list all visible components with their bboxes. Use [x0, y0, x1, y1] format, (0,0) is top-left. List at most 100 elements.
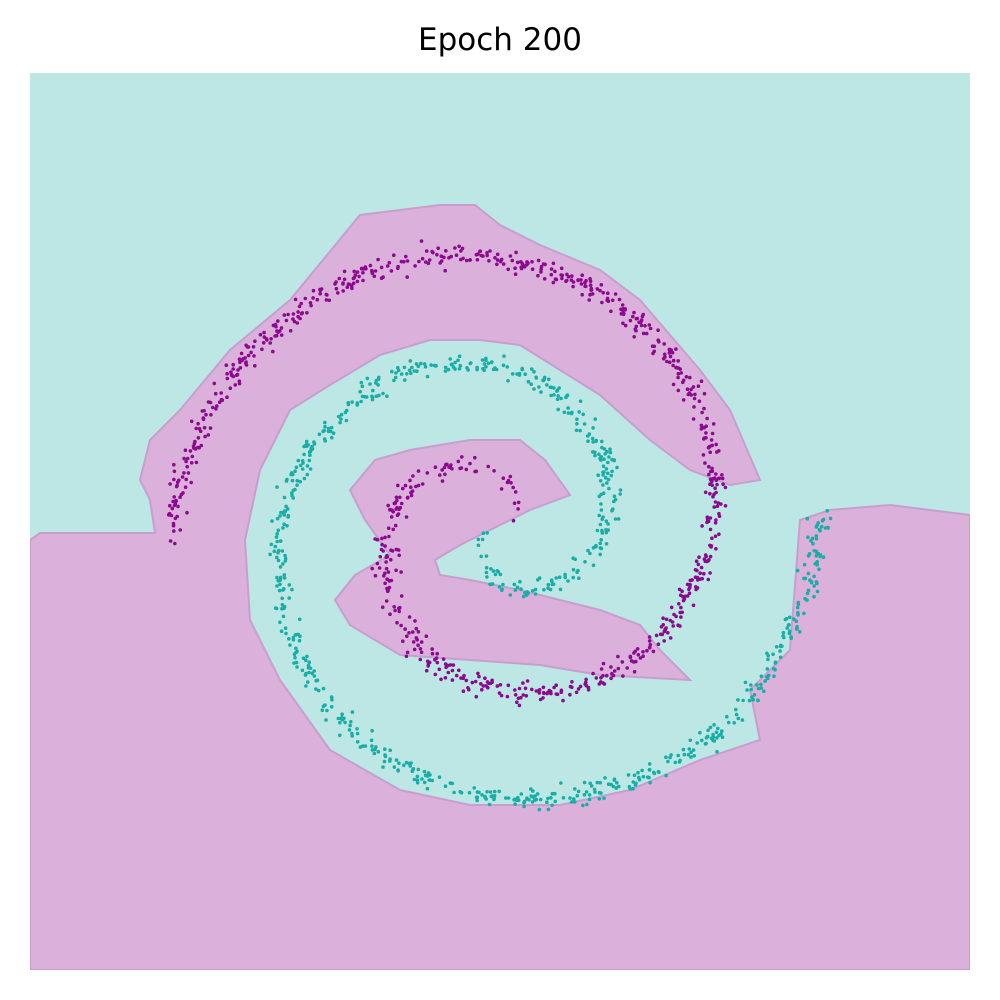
- data-point-class-a: [780, 644, 784, 648]
- data-point-class-b: [361, 278, 365, 283]
- data-point-class-a: [740, 718, 745, 722]
- data-point-class-a: [563, 572, 567, 577]
- data-point-class-a: [598, 541, 602, 546]
- data-point-class-a: [451, 365, 456, 369]
- data-point-class-b: [553, 269, 557, 274]
- data-point-class-b: [441, 657, 446, 661]
- data-point-class-b: [274, 333, 279, 338]
- data-point-class-a: [404, 760, 409, 765]
- data-point-class-a: [627, 784, 632, 789]
- data-point-class-b: [282, 313, 287, 317]
- data-point-class-b: [620, 660, 625, 664]
- data-point-class-a: [300, 467, 305, 471]
- data-point-class-b: [396, 512, 401, 516]
- data-point-class-b: [700, 524, 704, 528]
- data-point-class-a: [482, 362, 487, 366]
- data-point-class-b: [419, 640, 424, 644]
- region-class-b-inner: [333, 439, 693, 682]
- data-point-class-b: [639, 323, 644, 328]
- data-point-class-b: [446, 670, 451, 675]
- data-point-class-b: [704, 554, 708, 559]
- data-point-class-a: [599, 508, 604, 512]
- data-point-class-b: [464, 467, 469, 472]
- data-point-class-b: [382, 574, 386, 578]
- data-point-class-b: [436, 246, 441, 250]
- data-point-class-a: [571, 567, 576, 572]
- data-point-class-a: [383, 754, 388, 759]
- data-point-class-a: [329, 429, 333, 434]
- data-point-class-b: [588, 283, 593, 288]
- data-point-class-a: [336, 716, 341, 721]
- data-point-class-b: [664, 617, 669, 622]
- data-point-class-b: [720, 473, 724, 477]
- data-point-class-b: [405, 634, 409, 638]
- data-point-class-b: [676, 359, 680, 363]
- data-point-class-b: [702, 391, 707, 396]
- data-point-class-b: [674, 365, 678, 370]
- data-point-class-a: [308, 467, 313, 471]
- data-point-class-a: [599, 502, 603, 506]
- data-point-class-b: [681, 378, 686, 383]
- data-point-class-b: [334, 286, 339, 291]
- data-point-class-b: [708, 571, 712, 575]
- data-point-class-b: [716, 501, 721, 505]
- data-point-class-b: [542, 277, 547, 281]
- data-point-class-b: [644, 331, 649, 336]
- data-point-class-b: [637, 320, 641, 325]
- data-point-class-a: [604, 528, 608, 532]
- data-point-class-b: [677, 587, 682, 592]
- data-point-class-b: [342, 269, 347, 274]
- data-point-class-b: [632, 335, 636, 339]
- data-point-class-b: [570, 685, 574, 689]
- data-point-class-a: [294, 465, 299, 470]
- data-point-class-b: [671, 624, 675, 628]
- data-point-class-b: [515, 260, 520, 265]
- data-point-class-b: [505, 480, 510, 485]
- data-point-class-b: [514, 250, 518, 255]
- data-point-class-a: [283, 559, 288, 563]
- data-point-class-b: [501, 476, 506, 481]
- data-point-class-b: [407, 631, 411, 635]
- data-point-class-b: [710, 466, 714, 471]
- data-point-class-b: [676, 372, 681, 376]
- data-point-class-a: [749, 683, 753, 687]
- data-point-class-b: [378, 554, 383, 559]
- data-point-class-b: [709, 545, 713, 549]
- data-point-class-a: [810, 536, 815, 541]
- data-point-class-b: [710, 431, 715, 436]
- data-point-class-a: [819, 524, 824, 529]
- data-point-class-a: [525, 796, 529, 800]
- data-point-class-b: [664, 626, 668, 630]
- data-point-class-b: [443, 268, 448, 273]
- data-point-class-a: [676, 753, 680, 758]
- data-point-class-a: [275, 584, 279, 588]
- data-point-class-a: [278, 620, 282, 625]
- data-point-class-a: [314, 687, 318, 691]
- data-point-class-a: [312, 442, 317, 446]
- data-point-class-a: [756, 686, 761, 691]
- data-point-class-a: [546, 796, 550, 801]
- data-point-class-a: [307, 660, 312, 664]
- data-point-class-b: [516, 507, 520, 511]
- data-point-class-b: [396, 548, 401, 552]
- data-point-class-a: [820, 518, 825, 523]
- data-point-class-a: [613, 517, 618, 521]
- data-point-class-a: [303, 673, 308, 677]
- data-point-class-b: [714, 518, 718, 522]
- data-point-class-b: [515, 700, 519, 704]
- data-point-class-a: [582, 422, 587, 426]
- data-point-class-a: [609, 782, 613, 787]
- data-point-class-a: [802, 611, 806, 616]
- data-point-class-b: [464, 258, 469, 263]
- data-point-class-a: [512, 798, 516, 802]
- data-point-class-a: [278, 514, 282, 518]
- data-point-class-a: [489, 567, 493, 571]
- data-point-class-b: [516, 696, 521, 701]
- data-point-class-b: [505, 694, 510, 699]
- data-point-class-b: [173, 541, 177, 546]
- data-point-class-a: [457, 354, 462, 359]
- data-point-class-a: [276, 579, 281, 583]
- data-point-class-b: [688, 375, 692, 380]
- data-point-class-a: [736, 716, 741, 721]
- data-point-class-a: [563, 575, 567, 580]
